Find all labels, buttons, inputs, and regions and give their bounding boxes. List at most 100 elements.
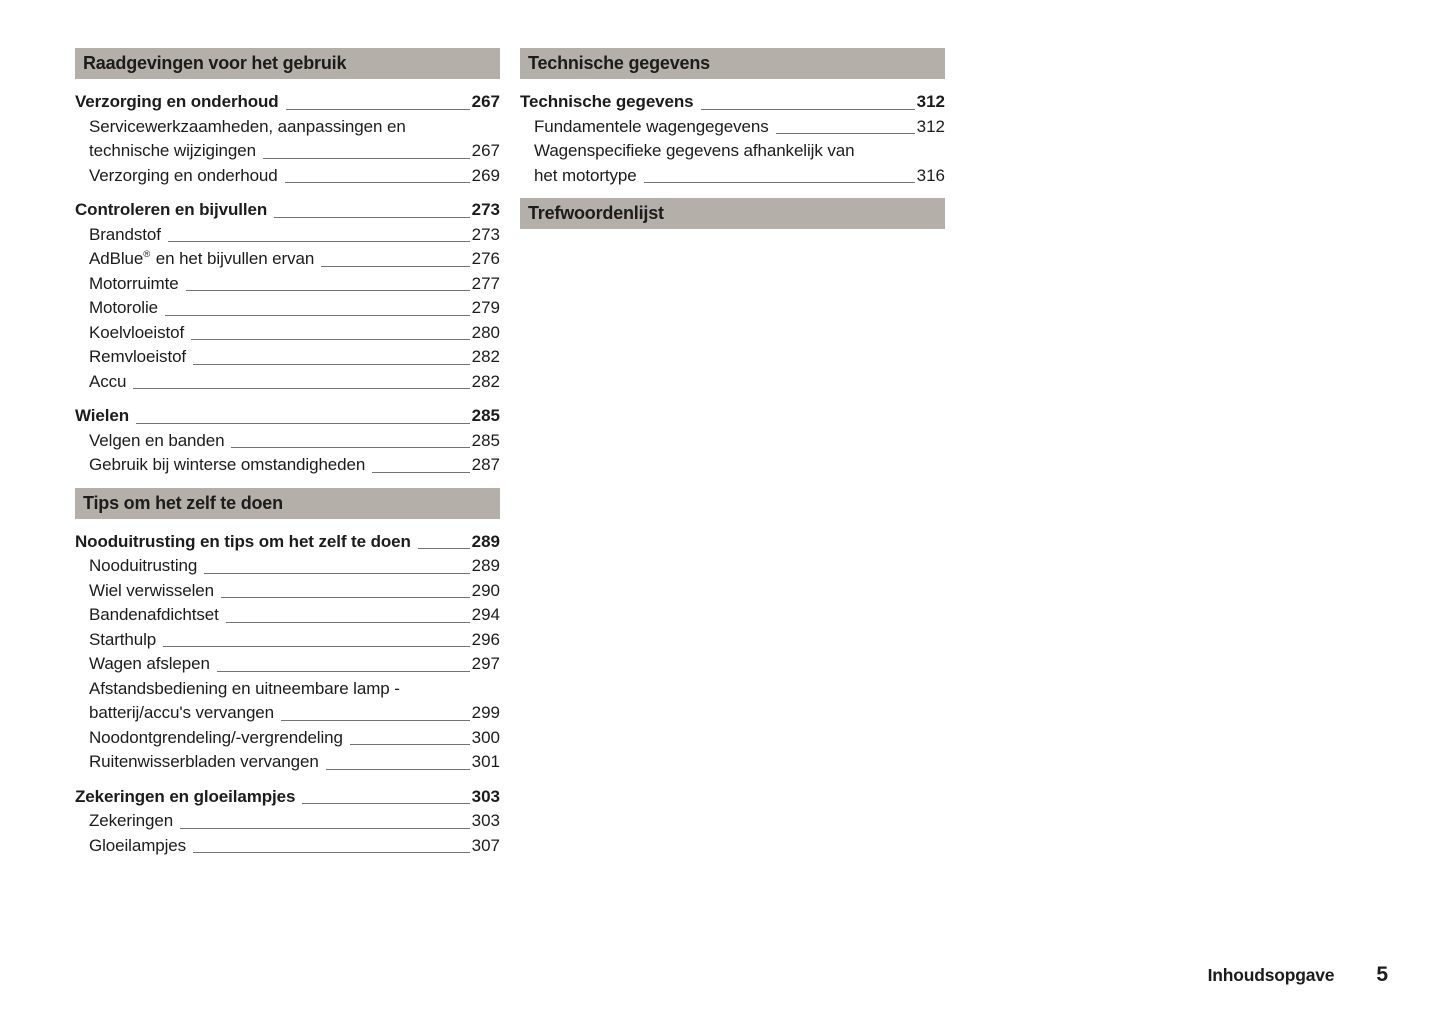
toc-entry-label-post: en het bijvullen ervan — [151, 249, 315, 268]
toc-entry-page-number: 282 — [471, 371, 500, 391]
leader-line — [221, 579, 470, 598]
toc-entry-page-number: 303 — [471, 786, 500, 806]
toc-entry-page-number: 267 — [471, 92, 500, 111]
toc-entry-row: Ruitenwisserbladen vervangen 301 — [75, 750, 500, 775]
toc-entry-label: Zekeringen — [89, 811, 174, 830]
toc-entry-label: Motorolie — [89, 298, 159, 317]
toc-entry: Controleren en bijvullen 273 — [75, 198, 500, 223]
toc-entry-page-number: 285 — [471, 406, 500, 425]
footer-label: Inhoudsopgave — [1207, 965, 1335, 985]
toc-group: Wielen 285 Velgen en banden 285 Gebruik bij … — [75, 404, 500, 478]
page-footer: Inhoudsopgave 5 — [1208, 963, 1388, 987]
leader-line — [349, 726, 470, 745]
toc-entry: Afstandsbediening en uitneembare lamp - b… — [75, 677, 500, 726]
toc-entry-page-number: 273 — [471, 200, 500, 219]
toc-entry-label: Brandstof — [89, 224, 161, 244]
toc-entry-page-number: 312 — [916, 116, 945, 136]
toc-entry-page-number: 290 — [471, 580, 500, 600]
toc-group: Verzorging en onderhoud 267 Servicewerkzaa… — [75, 90, 500, 188]
leader-line — [700, 90, 915, 110]
toc-entry-page-number: 303 — [471, 811, 500, 830]
toc-entry: Noodontgrendeling/-vergrendeling 300 — [75, 726, 500, 751]
leader-line — [180, 809, 470, 829]
toc-entry-label: Verzorging en onderhoud — [75, 92, 279, 111]
toc-entry: Gebruik bij winterse omstandigheden 287 — [75, 453, 500, 478]
toc-entry-row: batterij/accu's vervangen 299 — [75, 701, 500, 726]
toc-entry: Brandstof 273 — [75, 223, 500, 248]
toc-entry-row: Starthulp 296 — [75, 628, 500, 653]
toc-entry-label: Velgen en banden — [89, 430, 225, 450]
toc-entry-row: Controleren en bijvullen 273 — [75, 198, 500, 223]
toc-entry-label-line2: het motortype — [534, 165, 637, 185]
toc-entry: Wiel verwisselen 290 — [75, 579, 500, 604]
leader-line — [274, 198, 470, 218]
toc-entry: Technische gegevens 312 — [520, 90, 945, 115]
toc-entry-page-number: 279 — [471, 298, 500, 317]
toc-entry: Gloeilampjes 307 — [75, 834, 500, 859]
toc-entry-label: Koelvloeistof — [89, 322, 185, 342]
page-number: 5 — [1376, 963, 1388, 986]
leader-line — [167, 223, 470, 242]
toc-entry: Remvloeistof 282 — [75, 345, 500, 370]
toc-entry-page-number: 267 — [471, 141, 500, 160]
toc-entry-row: Wielen 285 — [75, 404, 500, 429]
toc-entry-page-number: 312 — [916, 92, 945, 111]
toc-entry-page-number: 289 — [471, 556, 500, 575]
toc-entry-page-number: 316 — [916, 165, 945, 185]
leader-line — [185, 272, 470, 291]
toc-entry-row: Brandstof 273 — [75, 223, 500, 248]
toc-entry-row: het motortype 316 — [520, 164, 945, 189]
toc-column-right: Technische gegevens Technische gegevens 31… — [520, 48, 945, 240]
toc-entry-label-line1: Wagenspecifieke gegevens afhankelijk van — [534, 141, 855, 160]
toc-entry-label-line1: Afstandsbediening en uitneembare lamp - — [89, 678, 400, 698]
leader-line — [191, 321, 470, 340]
toc-entry-page-number: 277 — [471, 273, 500, 293]
toc-entry-label: Verzorging en onderhoud — [89, 165, 278, 185]
leader-line — [643, 164, 915, 183]
toc-entry-label: Motorruimte — [89, 273, 179, 293]
leader-line — [193, 345, 470, 365]
section-header: Tips om het zelf te doen — [75, 487, 500, 519]
toc-entry-page-number: 282 — [471, 347, 500, 366]
toc-entry-row: Fundamentele wagengegevens 312 — [520, 115, 945, 140]
leader-line — [281, 701, 470, 721]
leader-line — [325, 750, 470, 770]
toc-entry-label: AdBlue® en het bijvullen ervan — [89, 247, 314, 272]
toc-entry-row: Remvloeistof 282 — [75, 345, 500, 370]
section-header-label: Raadgevingen voor het gebruik — [83, 53, 347, 73]
toc-entry-label: Wagen afslepen — [89, 654, 210, 673]
toc-entry-row: Zekeringen en gloeilampjes 303 — [75, 785, 500, 810]
toc-entry: Zekeringen en gloeilampjes 303 — [75, 785, 500, 810]
toc-entry-row: Verzorging en onderhoud 269 — [75, 164, 500, 189]
leader-line — [372, 453, 470, 473]
registered-trademark-symbol: ® — [143, 249, 151, 261]
toc-entry-page-number: 287 — [471, 455, 500, 474]
toc-entry: Wielen 285 — [75, 404, 500, 429]
leader-line — [284, 164, 470, 183]
toc-entry: Motorruimte 277 — [75, 272, 500, 297]
toc-entry-label: Nooduitrusting — [89, 556, 198, 575]
leader-line — [285, 90, 470, 110]
toc-entry-row: AdBlue® en het bijvullen ervan 276 — [75, 247, 500, 272]
toc-entry-row: Gloeilampjes 307 — [75, 834, 500, 859]
toc-entry-page-number: 301 — [471, 752, 500, 771]
toc-entry-label: Bandenafdichtset — [89, 605, 219, 624]
leader-line — [302, 785, 470, 804]
toc-entry-page-number: 273 — [471, 224, 500, 244]
toc-group: Technische gegevens 312 Fundamentele wagen… — [520, 90, 945, 188]
toc-entry-row: Wagen afslepen 297 — [75, 652, 500, 677]
section-header-label: Technische gegevens — [528, 53, 710, 73]
toc-entry-row: Koelvloeistof 280 — [75, 321, 500, 346]
leader-line — [775, 115, 915, 134]
toc-entry: Motorolie 279 — [75, 296, 500, 321]
toc-entry: Servicewerkzaamheden, aanpassingen en tec… — [75, 115, 500, 164]
section-header: Technische gegevens — [520, 48, 945, 79]
toc-entry-page-number: 307 — [471, 835, 500, 855]
leader-line — [204, 554, 470, 574]
toc-entry-row: Accu 282 — [75, 370, 500, 395]
toc-entry: Zekeringen 303 — [75, 809, 500, 834]
toc-entry-label: Wiel verwisselen — [89, 580, 214, 600]
toc-entry-row: Motorruimte 277 — [75, 272, 500, 297]
toc-entry-label: Nooduitrusting en tips om het zelf te do… — [75, 531, 411, 551]
toc-entry-label: Wielen — [75, 406, 130, 425]
